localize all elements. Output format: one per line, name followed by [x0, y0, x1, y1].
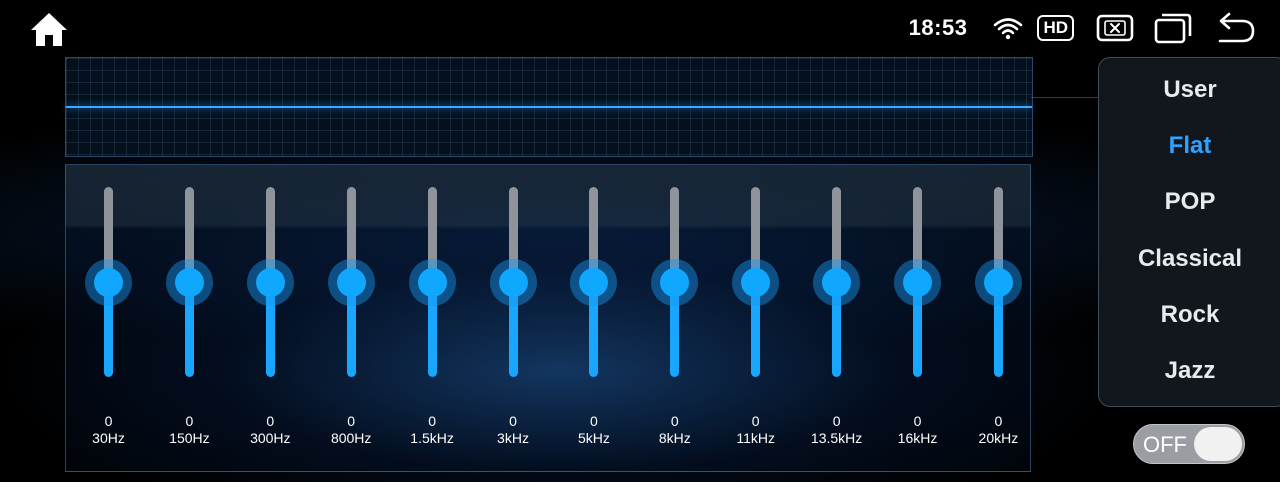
slider-track-upper[interactable]	[993, 187, 1003, 283]
slider-track-upper[interactable]	[832, 187, 842, 283]
slider-track-upper[interactable]	[508, 187, 518, 283]
band-gain-value: 0	[509, 413, 517, 429]
slider-track-upper[interactable]	[427, 187, 437, 283]
slider-knob[interactable]	[94, 268, 123, 297]
slider-track-upper[interactable]	[913, 187, 922, 283]
toggle-label: OFF	[1143, 432, 1187, 457]
band-frequency-label: 30Hz	[92, 430, 125, 446]
slider-knob[interactable]	[983, 268, 1013, 297]
spectrum-curve	[66, 106, 1032, 108]
slider-track-upper[interactable]	[346, 187, 356, 283]
slider-knob[interactable]	[498, 268, 528, 297]
wifi-status	[993, 16, 1023, 40]
slider-knob[interactable]	[579, 268, 609, 297]
band-frequency-label: 300Hz	[250, 430, 291, 446]
divider	[1031, 97, 1101, 98]
band-frequency-label: 16kHz	[897, 430, 938, 446]
eq-band: 0 13.5kHz	[798, 165, 868, 473]
clock: 18:53	[908, 15, 968, 40]
eq-band: 0 5kHz	[555, 165, 625, 473]
slider-knob[interactable]	[336, 268, 366, 297]
band-gain-value: 0	[994, 413, 1003, 429]
equalizer-toggle[interactable]: OFF	[1133, 424, 1245, 464]
slider-track-lower[interactable]	[104, 283, 113, 377]
slider-knob[interactable]	[903, 268, 932, 297]
preset-item-pop[interactable]: POP	[1164, 188, 1216, 216]
band-frequency-label: 150Hz	[169, 430, 210, 446]
slider-track-upper[interactable]	[184, 187, 194, 283]
preset-item-user[interactable]: User	[1163, 76, 1217, 103]
band-gain-value: 0	[104, 413, 113, 429]
close-box-icon	[1096, 14, 1134, 42]
slider-track-lower[interactable]	[265, 283, 275, 377]
slider-track-lower[interactable]	[346, 283, 356, 377]
preset-item-flat[interactable]: Flat	[1168, 132, 1212, 160]
slider-track-upper[interactable]	[670, 187, 680, 283]
band-frequency-label: 800Hz	[330, 430, 372, 446]
preset-item-classical[interactable]: Classical	[1137, 244, 1243, 272]
close-app-button[interactable]	[1096, 14, 1134, 42]
slider-track-upper[interactable]	[589, 187, 599, 283]
slider-knob[interactable]	[822, 268, 852, 297]
eq-band: 0 1.5kHz	[394, 165, 464, 473]
band-frequency-label: 1.5kHz	[410, 430, 454, 446]
eq-band: 0 300Hz	[232, 165, 302, 473]
band-gain-value: 0	[428, 413, 436, 429]
back-icon	[1218, 12, 1255, 43]
band-frequency-label: 3kHz	[497, 430, 529, 446]
band-gain-value: 0	[589, 413, 598, 429]
slider-track-lower[interactable]	[508, 283, 518, 377]
eq-band: 0 150Hz	[151, 165, 221, 473]
preset-item-jazz[interactable]: Jazz	[1164, 357, 1216, 384]
band-frequency-label: 11kHz	[736, 430, 776, 446]
slider-track-lower[interactable]	[913, 283, 922, 377]
band-gain-value: 0	[347, 413, 356, 429]
band-frequency-label: 5kHz	[577, 430, 610, 446]
slider-track-lower[interactable]	[670, 283, 680, 377]
preset-menu: User Flat POP Classical Rock Jazz	[1098, 57, 1280, 407]
band-gain-value: 0	[266, 413, 275, 429]
slider-track-lower[interactable]	[993, 283, 1003, 377]
eq-band: 0 30Hz	[70, 165, 140, 473]
recent-apps-button[interactable]	[1154, 12, 1192, 44]
wifi-icon	[994, 18, 1023, 40]
band-gain-value: 0	[832, 413, 841, 429]
band-gain-value: 0	[751, 413, 760, 429]
eq-band: 0 20kHz	[960, 165, 1030, 473]
band-frequency-label: 13.5kHz	[810, 430, 863, 446]
eq-band: 0 800Hz	[313, 165, 383, 473]
band-frequency-label: 20kHz	[978, 430, 1019, 446]
back-button[interactable]	[1216, 12, 1256, 44]
home-icon	[31, 13, 67, 46]
band-gain-value: 0	[185, 413, 194, 429]
slider-track-upper[interactable]	[104, 187, 113, 283]
band-frequency-label: 8kHz	[658, 430, 691, 446]
eq-band: 0 16kHz	[879, 165, 949, 473]
slider-track-lower[interactable]	[427, 283, 437, 377]
slider-knob[interactable]	[255, 268, 285, 297]
slider-knob[interactable]	[174, 268, 204, 297]
slider-track-lower[interactable]	[184, 283, 194, 377]
band-gain-value: 0	[670, 413, 679, 429]
slider-track-lower[interactable]	[832, 283, 842, 377]
slider-knob[interactable]	[660, 268, 690, 297]
hd-badge: HD	[1037, 15, 1074, 41]
home-button[interactable]	[28, 10, 70, 50]
eq-band: 0 8kHz	[636, 165, 706, 473]
slider-track-upper[interactable]	[751, 187, 761, 283]
equalizer-panel: 0 30Hz 0 150Hz 0 300Hz 0 800Hz 0 1.5kHz 0 3kHz 0 5kHz…	[65, 164, 1031, 472]
status-bar: 18:53 HD	[909, 8, 1256, 48]
recent-apps-icon	[1154, 13, 1192, 44]
spectrum-display	[65, 57, 1033, 157]
slider-track-lower[interactable]	[589, 283, 599, 377]
band-gain-value: 0	[913, 413, 922, 429]
slider-knob[interactable]	[417, 268, 447, 297]
toggle-thumb[interactable]	[1194, 427, 1242, 461]
slider-track-lower[interactable]	[751, 283, 761, 377]
eq-band: 0 3kHz	[475, 165, 545, 473]
preset-item-rock[interactable]: Rock	[1160, 300, 1220, 328]
slider-knob[interactable]	[741, 268, 771, 297]
eq-band: 0 11kHz	[717, 165, 787, 473]
slider-track-upper[interactable]	[265, 187, 275, 283]
